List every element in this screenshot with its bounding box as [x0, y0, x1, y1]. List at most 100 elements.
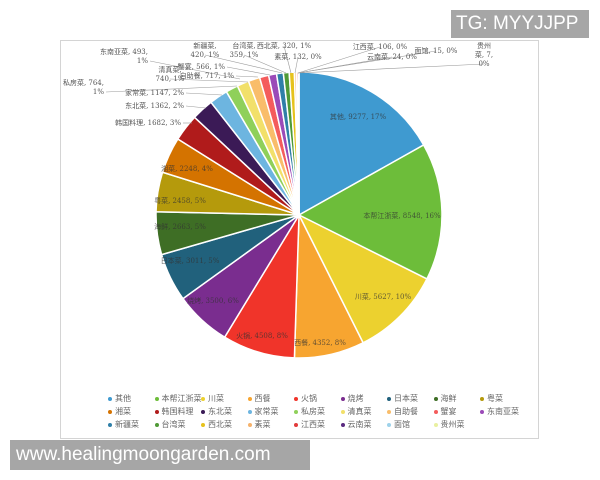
- legend-label: 云南菜: [347, 420, 372, 429]
- outside-slice-label: 贵州: [477, 41, 491, 50]
- slice-label: 西餐, 4352, 8%: [294, 338, 346, 347]
- leader-line: [294, 56, 299, 74]
- outside-slice-label: 素菜, 132, 0%: [274, 52, 322, 61]
- outside-slice-label: 359, 1%: [230, 51, 259, 59]
- outside-slice-label: 台湾菜,: [232, 41, 255, 50]
- legend-item[interactable]: 日本菜: [387, 393, 418, 404]
- legend-swatch-icon: [294, 409, 298, 414]
- leader-line: [185, 105, 207, 109]
- legend-item[interactable]: 海鲜: [433, 393, 457, 404]
- legend-item[interactable]: 家常菜: [247, 406, 279, 417]
- watermark-bottom: www.healingmoongarden.com: [10, 440, 310, 470]
- legend-label: 贵州菜: [440, 420, 465, 429]
- outside-slice-label: 西北菜, 320, 1%: [257, 41, 312, 50]
- legend-label: 日本菜: [394, 394, 418, 403]
- legend-swatch-icon: [247, 409, 252, 414]
- legend-item[interactable]: 烧烤: [340, 393, 364, 404]
- pie-slice: [297, 213, 428, 344]
- pie-slices: [155, 71, 443, 359]
- legend-swatch-icon: [154, 409, 159, 414]
- legend-item[interactable]: 西北菜: [201, 419, 232, 430]
- legend-item[interactable]: 火锅: [294, 393, 317, 404]
- legend-swatch-icon: [201, 409, 205, 414]
- leader-lines: [105, 45, 485, 124]
- legend-item[interactable]: 面馆: [387, 419, 410, 430]
- leader-line: [283, 45, 292, 74]
- leader-line: [297, 50, 437, 74]
- legend-label: 粤菜: [487, 394, 503, 403]
- legend-item[interactable]: 西餐: [247, 393, 271, 404]
- legend-item[interactable]: 本帮江浙菜: [154, 393, 202, 404]
- legend-item[interactable]: 自助餐: [387, 406, 418, 417]
- legend-swatch-icon: [154, 422, 159, 427]
- legend-swatch-icon: [108, 409, 112, 414]
- leader-line: [185, 92, 223, 96]
- legend-item[interactable]: 新疆菜: [108, 419, 139, 430]
- legend-swatch-icon: [387, 422, 391, 427]
- legend-label: 私房菜: [301, 407, 325, 416]
- leader-line: [204, 54, 283, 74]
- legend-item[interactable]: 蟹宴: [433, 406, 457, 417]
- legend-item[interactable]: 其他: [108, 393, 131, 404]
- legend-item[interactable]: 粤菜: [480, 393, 503, 404]
- legend-item[interactable]: 湘菜: [108, 406, 131, 417]
- legend-swatch-icon: [247, 396, 252, 401]
- legend-label: 江西菜: [301, 420, 325, 429]
- legend-swatch-icon: [340, 396, 345, 401]
- legend-label: 湘菜: [115, 407, 131, 416]
- legend-swatch-icon: [433, 396, 438, 401]
- legend-label: 其他: [115, 394, 131, 403]
- legend-label: 素菜: [254, 420, 271, 429]
- legend-swatch-icon: [247, 422, 252, 427]
- leader-line: [297, 63, 485, 74]
- legend-label: 新疆菜: [115, 420, 139, 429]
- slice-label: 粤菜, 2458, 5%: [154, 196, 206, 205]
- legend-swatch-icon: [480, 409, 484, 414]
- legend-item[interactable]: 江西菜: [294, 419, 325, 430]
- legend-swatch-icon: [108, 422, 112, 427]
- outside-slice-label: 江西菜, 106, 0%: [353, 42, 408, 51]
- legend-item[interactable]: 云南菜: [340, 419, 372, 430]
- slice-label: 本帮江浙菜, 8548, 16%: [363, 211, 441, 220]
- legend-label: 本帮江浙菜: [161, 394, 202, 403]
- legend-label: 自助餐: [394, 407, 418, 416]
- leader-line: [235, 75, 259, 78]
- watermark-top: TG: MYYJJPP: [451, 10, 589, 38]
- legend-swatch-icon: [433, 409, 438, 414]
- legend-item[interactable]: 东北菜: [201, 406, 232, 417]
- outside-slice-label: 面馆, 15, 0%: [415, 46, 458, 55]
- legend-item[interactable]: 私房菜: [294, 406, 325, 417]
- outside-slice-label: 1%: [137, 57, 148, 65]
- outside-slice-label: 私房菜, 764,: [63, 78, 104, 87]
- pie-slice: [297, 143, 443, 280]
- outside-slice-label: 菜, 7,: [475, 50, 493, 59]
- legend-item[interactable]: 清真菜: [340, 406, 372, 417]
- leader-line: [105, 85, 238, 93]
- slice-label: 烧烤, 3500, 6%: [187, 296, 239, 305]
- legend-item[interactable]: 素菜: [247, 419, 271, 430]
- legend-item[interactable]: 贵州菜: [433, 419, 465, 430]
- legend-item[interactable]: 台湾菜: [154, 419, 186, 430]
- legend-swatch-icon: [154, 396, 159, 401]
- leader-line: [226, 66, 271, 76]
- outside-slice-label: 新疆菜,: [193, 41, 216, 50]
- legend-item[interactable]: 川菜: [201, 393, 224, 404]
- slice-label: 日本菜, 3011, 5%: [161, 256, 220, 265]
- outside-slice-label: 韩国料理, 1682, 3%: [115, 118, 181, 127]
- legend-item[interactable]: 东南亚菜: [480, 406, 519, 417]
- outside-slice-label: 420, 1%: [191, 51, 220, 59]
- legend-swatch-icon: [387, 396, 391, 401]
- legend-label: 川菜: [208, 394, 224, 403]
- legend-swatch-icon: [201, 422, 205, 427]
- legend-label: 西北菜: [208, 420, 232, 429]
- outside-slice-label: 家常菜, 1147, 2%: [125, 88, 184, 97]
- outside-slice-label: 自助餐, 717, 1%: [180, 71, 235, 80]
- legend-swatch-icon: [387, 409, 391, 414]
- outside-slice-label: 740, 1%: [156, 75, 185, 83]
- outside-slice-label: 蟹宴, 566, 1%: [178, 62, 226, 71]
- legend-swatch-icon: [201, 396, 205, 401]
- slice-label: 火锅, 4508, 8%: [236, 331, 288, 340]
- inside-labels: 其他, 9277, 17% 本帮江浙菜, 8548, 16% 川菜, 5627, 1…: [154, 112, 441, 347]
- slice-label: 川菜, 5627, 10%: [355, 292, 412, 301]
- legend-item[interactable]: 韩国料理: [154, 406, 194, 417]
